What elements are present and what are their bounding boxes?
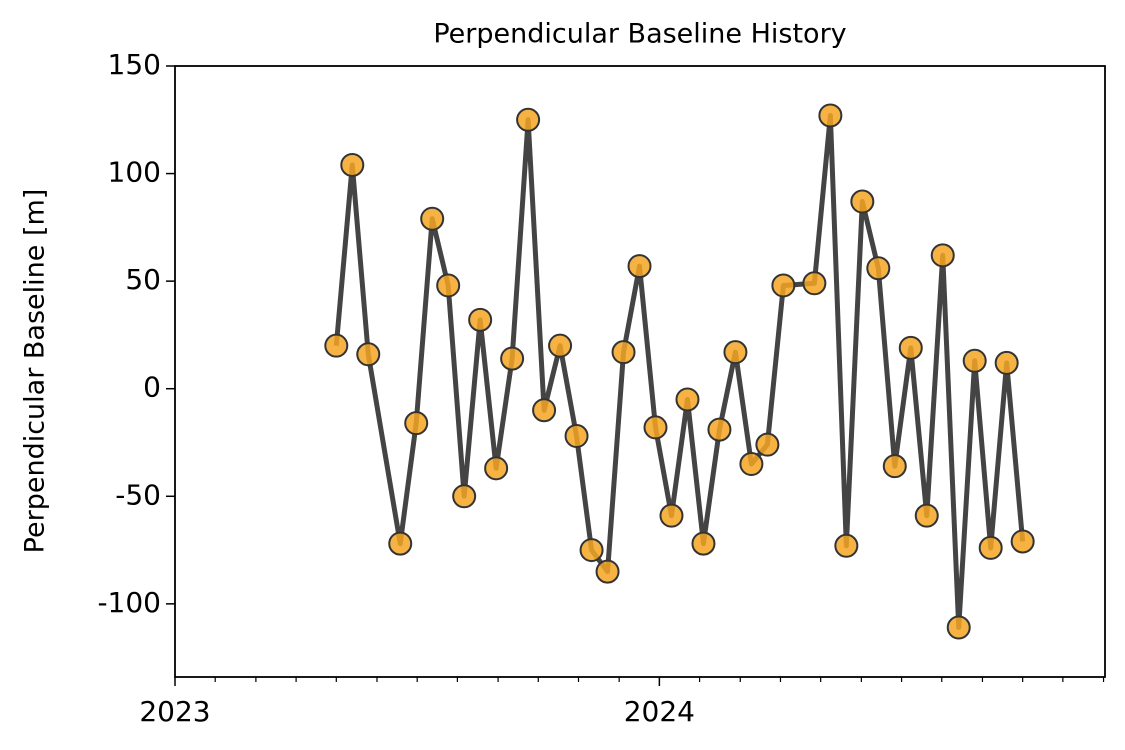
data-point — [436, 273, 461, 298]
data-point — [962, 348, 987, 373]
data-point — [675, 387, 700, 412]
data-point — [771, 273, 796, 298]
data-point — [643, 415, 668, 440]
data-point — [818, 103, 843, 128]
y-tick-label: 150 — [108, 48, 161, 81]
data-point — [755, 432, 780, 457]
series-line — [333, 112, 1026, 631]
data-point — [500, 346, 525, 371]
data-point — [914, 503, 939, 528]
data-point — [340, 152, 365, 177]
data-point — [1010, 529, 1035, 554]
data-point — [882, 454, 907, 479]
data-point — [516, 107, 541, 132]
data-point — [452, 484, 477, 509]
data-point — [707, 417, 732, 442]
x-tick-label: 2024 — [624, 695, 695, 728]
data-point — [866, 256, 891, 281]
data-point — [978, 535, 1003, 560]
data-point — [611, 340, 636, 365]
y-axis-label: Perpendicular Baseline [m] — [20, 189, 51, 554]
data-point — [723, 340, 748, 365]
data-point — [834, 533, 859, 558]
y-tick-label: -100 — [97, 586, 161, 619]
data-point — [898, 335, 923, 360]
y-tick-label: 50 — [125, 263, 161, 296]
data-point — [579, 538, 604, 563]
y-tick-label: 0 — [143, 371, 161, 404]
plot-frame — [174, 65, 1106, 678]
data-point — [802, 271, 827, 296]
chart-title: Perpendicular Baseline History — [433, 19, 846, 50]
data-point — [388, 531, 413, 556]
data-point — [356, 342, 381, 367]
data-point — [468, 307, 493, 332]
data-point — [850, 189, 875, 214]
y-tick-label: 100 — [108, 156, 161, 189]
data-point — [324, 333, 349, 358]
data-point — [627, 254, 652, 279]
y-tick-label: -50 — [115, 478, 161, 511]
data-point — [595, 559, 620, 584]
data-point — [532, 398, 557, 423]
data-point — [404, 411, 429, 436]
x-tick-label: 2023 — [139, 695, 210, 728]
data-point — [946, 615, 971, 640]
data-point — [691, 531, 716, 556]
data-point — [420, 206, 445, 231]
data-point — [739, 452, 764, 477]
data-point — [930, 243, 955, 268]
data-point — [548, 333, 573, 358]
data-point — [484, 456, 509, 481]
data-point — [564, 424, 589, 449]
data-point — [994, 350, 1019, 375]
data-point — [659, 503, 684, 528]
